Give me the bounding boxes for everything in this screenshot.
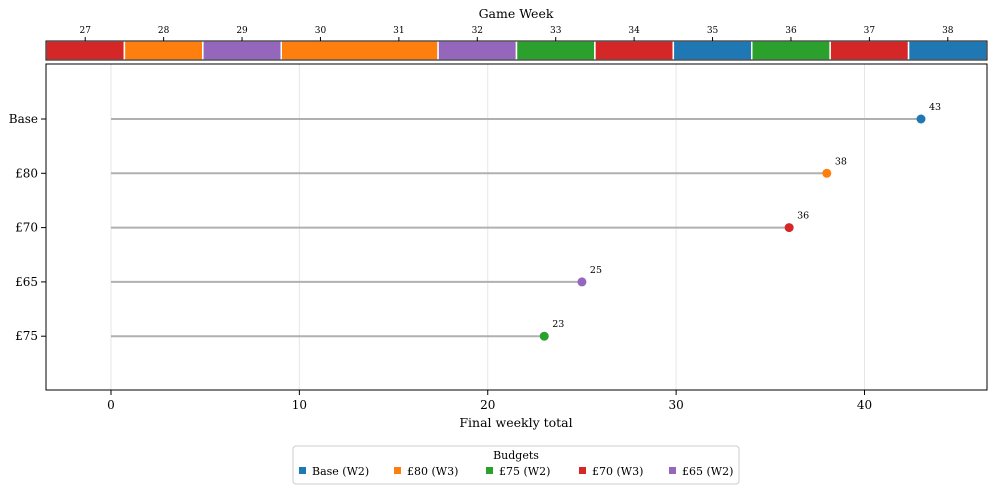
legend-label-1: £80 (W3) bbox=[407, 465, 458, 478]
value-label-2: 36 bbox=[797, 211, 809, 222]
y-tick-label: £75 bbox=[15, 329, 38, 343]
point-3 bbox=[577, 277, 587, 287]
week-cell-6 bbox=[594, 40, 675, 61]
week-label: 33 bbox=[550, 26, 562, 36]
week-cell-2 bbox=[202, 40, 282, 61]
point-4 bbox=[539, 331, 549, 341]
week-cell-9 bbox=[829, 40, 910, 61]
week-label: 30 bbox=[315, 26, 327, 36]
strip-frame bbox=[45, 40, 988, 61]
legend: Budgets Base (W2) £80 (W3) £75 (W2) £70 (W3… bbox=[292, 445, 740, 485]
week-label: 37 bbox=[864, 26, 876, 36]
legend-swatch-4 bbox=[669, 467, 676, 474]
week-cell-4 bbox=[437, 40, 518, 61]
y-tick-label: £70 bbox=[15, 221, 38, 235]
week-cell-8 bbox=[751, 40, 831, 61]
week-label: 28 bbox=[158, 26, 170, 36]
value-label-0: 43 bbox=[929, 102, 941, 113]
legend-swatch-1 bbox=[394, 467, 401, 474]
value-label-4: 23 bbox=[552, 319, 564, 330]
value-labels: 43 38 36 25 23 bbox=[552, 102, 941, 330]
x-axis: 0 10 20 30 40 bbox=[107, 390, 872, 412]
y-tick-label: £65 bbox=[15, 275, 38, 289]
x-axis-label: Final weekly total bbox=[459, 415, 572, 430]
value-label-1: 38 bbox=[835, 156, 847, 167]
legend-frame bbox=[292, 445, 740, 485]
data-points bbox=[539, 114, 926, 341]
legend-swatch-3 bbox=[579, 467, 586, 474]
x-tick-label: 0 bbox=[107, 398, 115, 412]
week-label: 31 bbox=[393, 26, 404, 36]
value-label-3: 25 bbox=[590, 265, 602, 276]
legend-swatch-2 bbox=[486, 467, 493, 474]
week-label: 27 bbox=[79, 26, 91, 36]
x-tick-label: 20 bbox=[480, 398, 495, 412]
plot-frame bbox=[45, 63, 988, 391]
legend-label-4: £65 (W2) bbox=[682, 465, 733, 478]
point-2 bbox=[784, 223, 794, 233]
week-cell-7 bbox=[672, 40, 753, 61]
week-cell-0 bbox=[45, 40, 126, 61]
week-label: 32 bbox=[472, 26, 483, 36]
week-cell-1 bbox=[123, 40, 204, 61]
week-cell-10 bbox=[907, 40, 988, 61]
legend-label-2: £75 (W2) bbox=[499, 465, 550, 478]
point-0 bbox=[916, 114, 926, 124]
week-cell-3 bbox=[280, 40, 439, 61]
week-label: 36 bbox=[785, 26, 797, 36]
legend-title: Budgets bbox=[493, 449, 539, 462]
x-tick-label: 10 bbox=[292, 398, 307, 412]
x-tick-label: 40 bbox=[857, 398, 872, 412]
legend-label-0: Base (W2) bbox=[312, 465, 369, 478]
y-axis: Base £80 £70 £65 £75 bbox=[9, 112, 46, 343]
week-label: 38 bbox=[942, 26, 954, 36]
week-label: 35 bbox=[707, 26, 719, 36]
week-label: 29 bbox=[236, 26, 248, 36]
stems bbox=[111, 118, 921, 338]
week-cell-5 bbox=[515, 40, 596, 61]
week-label: 34 bbox=[628, 26, 640, 36]
x-tick-label: 30 bbox=[668, 398, 683, 412]
y-tick-label: Base bbox=[9, 112, 38, 126]
game-week-strip: 27 28 29 30 31 32 33 34 35 36 37 38 bbox=[45, 26, 988, 61]
y-tick-label: £80 bbox=[15, 166, 38, 180]
legend-label-3: £70 (W3) bbox=[592, 465, 643, 478]
legend-swatch-0 bbox=[299, 467, 306, 474]
point-1 bbox=[822, 168, 832, 178]
game-week-title: Game Week bbox=[479, 6, 554, 21]
